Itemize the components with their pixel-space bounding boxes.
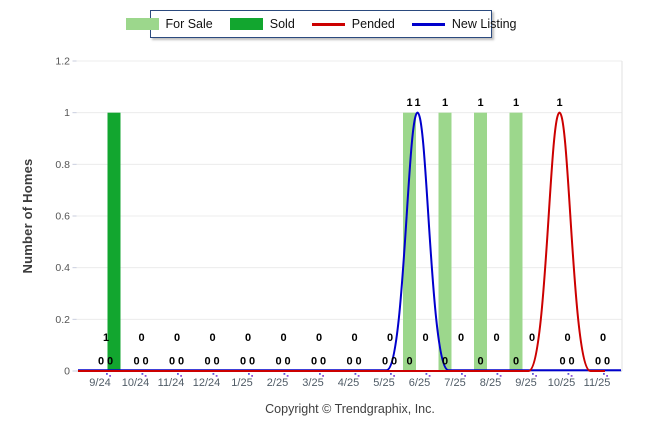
svg-text:1: 1 xyxy=(414,97,420,109)
svg-text:0: 0 xyxy=(351,332,357,344)
svg-text:10/25: 10/25 xyxy=(548,377,576,389)
svg-text:3/25: 3/25 xyxy=(302,377,323,389)
svg-text:0: 0 xyxy=(320,356,326,368)
svg-text:0.2: 0.2 xyxy=(55,314,70,326)
svg-text:0: 0 xyxy=(311,356,317,368)
svg-text:0: 0 xyxy=(284,356,290,368)
legend-label-new-listing: New Listing xyxy=(451,17,517,31)
svg-text:11/25: 11/25 xyxy=(584,377,611,389)
svg-text:0.6: 0.6 xyxy=(55,211,70,223)
svg-text:0: 0 xyxy=(138,332,144,344)
svg-text:0: 0 xyxy=(64,366,70,378)
svg-text:0: 0 xyxy=(213,356,219,368)
svg-text:0: 0 xyxy=(458,332,464,344)
svg-text:12/24: 12/24 xyxy=(193,377,221,389)
svg-text:0: 0 xyxy=(477,356,483,368)
svg-text:0: 0 xyxy=(204,356,210,368)
svg-text:1: 1 xyxy=(556,97,562,109)
legend-label-for-sale: For Sale xyxy=(165,17,213,31)
svg-text:0: 0 xyxy=(355,356,361,368)
svg-text:1.2: 1.2 xyxy=(55,56,70,68)
copyright-text: Copyright © Trendgraphix, Inc. xyxy=(265,402,435,416)
svg-text:0: 0 xyxy=(513,356,519,368)
svg-text:1: 1 xyxy=(64,107,70,119)
svg-text:0: 0 xyxy=(280,332,286,344)
legend-item-pended: Pended xyxy=(311,17,395,31)
svg-text:0.4: 0.4 xyxy=(55,262,70,274)
svg-text:6/25: 6/25 xyxy=(409,377,430,389)
svg-text:8/25: 8/25 xyxy=(480,377,501,389)
svg-text:1: 1 xyxy=(442,97,448,109)
svg-text:0: 0 xyxy=(493,332,499,344)
legend-item-for-sale: For Sale xyxy=(125,17,213,31)
svg-text:0: 0 xyxy=(382,356,388,368)
svg-text:5/25: 5/25 xyxy=(373,377,394,389)
svg-text:1: 1 xyxy=(406,97,412,109)
svg-text:1: 1 xyxy=(513,97,519,109)
svg-text:0: 0 xyxy=(442,356,448,368)
svg-text:0: 0 xyxy=(422,332,428,344)
svg-text:10/24: 10/24 xyxy=(122,377,150,389)
legend-item-new-listing: New Listing xyxy=(411,17,517,31)
svg-text:0: 0 xyxy=(346,356,352,368)
svg-text:11/24: 11/24 xyxy=(158,377,185,389)
svg-text:9/25: 9/25 xyxy=(515,377,536,389)
svg-text:0: 0 xyxy=(391,356,397,368)
svg-text:0: 0 xyxy=(142,356,148,368)
svg-text:0: 0 xyxy=(564,332,570,344)
legend-label-sold: Sold xyxy=(269,17,295,31)
svg-text:0: 0 xyxy=(568,356,574,368)
svg-text:0.8: 0.8 xyxy=(55,159,70,171)
svg-text:0: 0 xyxy=(275,356,281,368)
svg-text:0: 0 xyxy=(174,332,180,344)
svg-text:0: 0 xyxy=(406,356,412,368)
svg-text:0: 0 xyxy=(249,356,255,368)
svg-text:1: 1 xyxy=(477,97,483,109)
svg-text:0: 0 xyxy=(559,356,565,368)
svg-text:0: 0 xyxy=(387,332,393,344)
svg-text:0: 0 xyxy=(600,332,606,344)
svg-text:0: 0 xyxy=(245,332,251,344)
svg-text:7/25: 7/25 xyxy=(444,377,465,389)
sold-swatch-icon xyxy=(229,18,263,30)
svg-text:0: 0 xyxy=(529,332,535,344)
svg-text:0: 0 xyxy=(604,356,610,368)
svg-text:1/25: 1/25 xyxy=(231,377,252,389)
svg-text:0: 0 xyxy=(178,356,184,368)
svg-text:0: 0 xyxy=(240,356,246,368)
new-listing-swatch-icon xyxy=(411,22,445,26)
svg-text:9/24: 9/24 xyxy=(89,377,110,389)
pended-swatch-icon xyxy=(311,22,345,26)
chart-legend: For Sale Sold Pended New Listing xyxy=(125,10,517,38)
svg-text:4/25: 4/25 xyxy=(338,377,359,389)
svg-text:0: 0 xyxy=(107,356,113,368)
svg-text:2/25: 2/25 xyxy=(267,377,288,389)
svg-text:Number of Homes: Number of Homes xyxy=(20,159,35,274)
svg-text:0: 0 xyxy=(169,356,175,368)
legend-item-sold: Sold xyxy=(229,17,295,31)
for-sale-swatch-icon xyxy=(125,18,159,30)
svg-text:0: 0 xyxy=(209,332,215,344)
svg-text:0: 0 xyxy=(316,332,322,344)
svg-text:0: 0 xyxy=(133,356,139,368)
svg-text:0: 0 xyxy=(98,356,104,368)
svg-text:0: 0 xyxy=(595,356,601,368)
legend-label-pended: Pended xyxy=(351,17,395,31)
svg-text:1: 1 xyxy=(103,332,109,344)
